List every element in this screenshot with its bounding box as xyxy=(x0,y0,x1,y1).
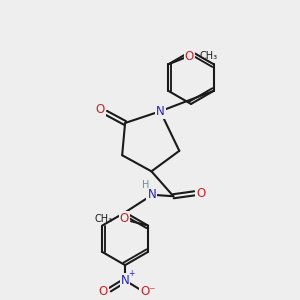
Text: CH₃: CH₃ xyxy=(200,51,218,61)
Text: N: N xyxy=(121,274,130,287)
Text: O: O xyxy=(99,285,108,298)
Text: H: H xyxy=(142,180,150,190)
Text: O: O xyxy=(96,103,105,116)
Text: CH₃: CH₃ xyxy=(94,214,113,224)
Text: N: N xyxy=(156,105,165,118)
Text: O: O xyxy=(196,187,206,200)
Text: N: N xyxy=(147,188,156,201)
Text: O: O xyxy=(185,50,194,63)
Text: O⁻: O⁻ xyxy=(140,285,156,298)
Text: +: + xyxy=(128,269,135,278)
Text: O: O xyxy=(120,212,129,225)
